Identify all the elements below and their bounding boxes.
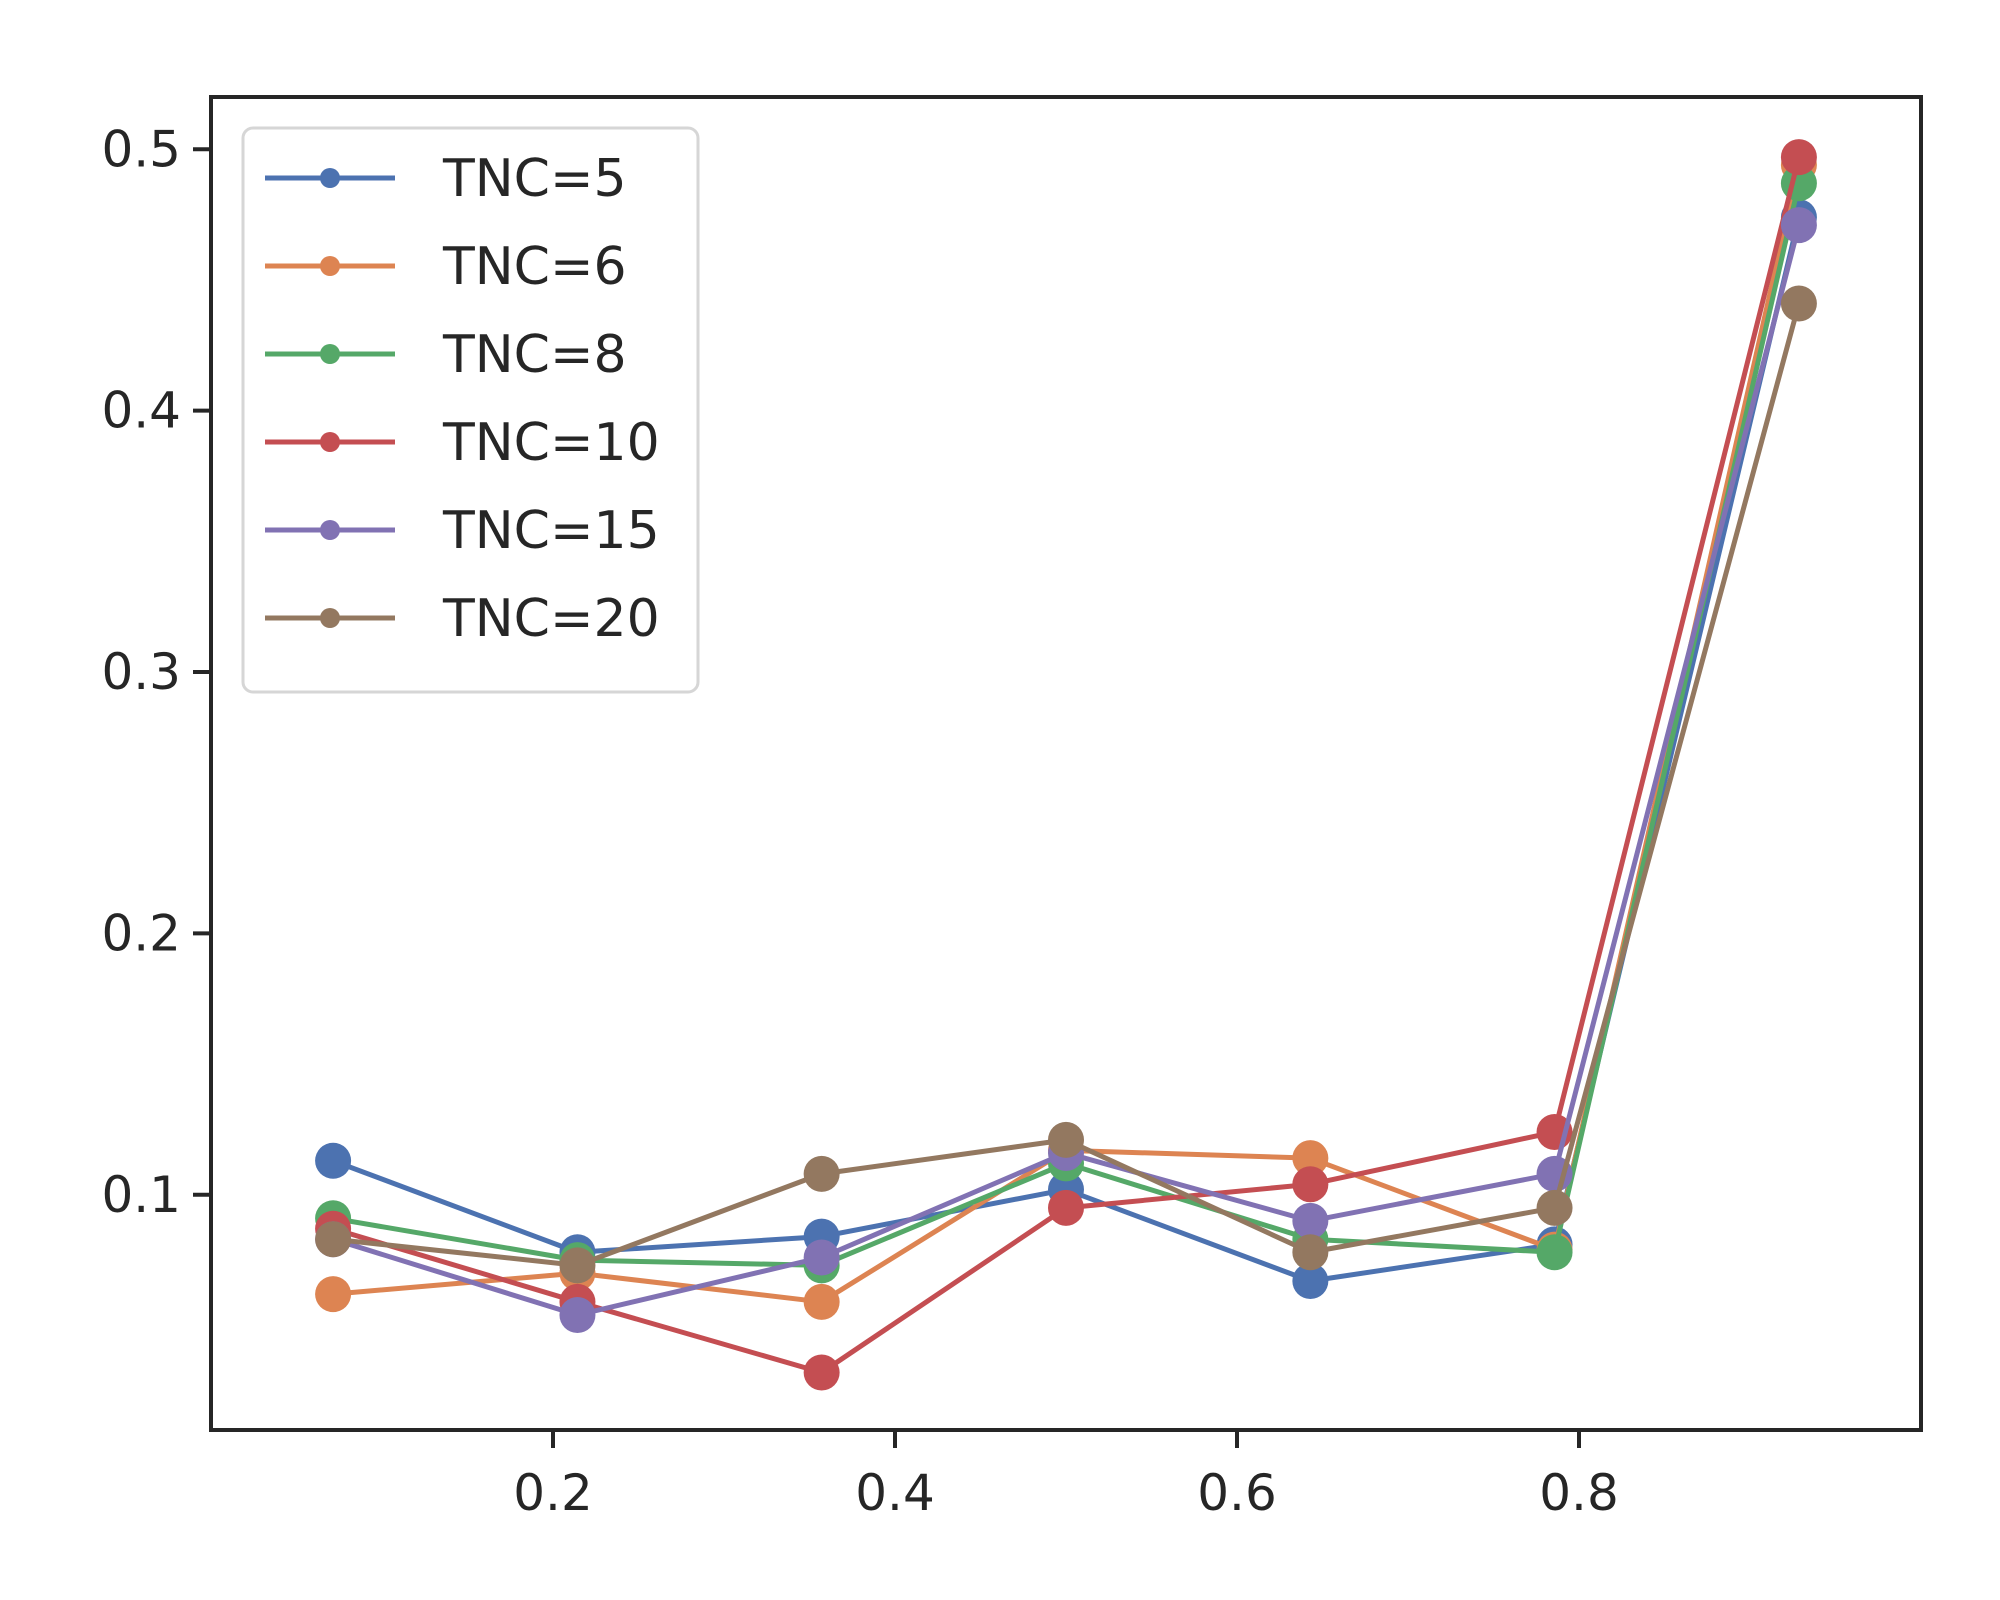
y-tick-label: 0.5 <box>101 120 181 178</box>
legend-label: TNC=10 <box>442 413 660 473</box>
axes-layer: 0.2 0.4 0.6 0.8 0.1 0.2 0.3 0.4 0.5 <box>101 120 1618 1522</box>
y-tick-label: 0.3 <box>101 643 181 701</box>
legend-label: TNC=5 <box>442 149 627 209</box>
data-point <box>315 1276 352 1313</box>
legend-label: TNC=6 <box>442 237 627 297</box>
x-tick-label: 0.4 <box>855 1464 935 1522</box>
legend-swatch-marker <box>320 608 340 628</box>
data-point <box>1536 1189 1573 1226</box>
data-point <box>1048 1121 1084 1158</box>
data-point <box>1780 207 1817 244</box>
legend-swatch-marker <box>320 520 340 540</box>
y-tick-label: 0.1 <box>101 1166 181 1224</box>
legend-item: TNC=10 <box>265 413 660 473</box>
data-point <box>559 1296 596 1333</box>
data-point <box>559 1247 596 1284</box>
legend-label: TNC=15 <box>442 501 660 561</box>
legend-item: TNC=15 <box>265 501 660 561</box>
data-point <box>315 1142 352 1179</box>
legend-swatch-marker <box>320 168 340 188</box>
series-layer <box>315 139 1817 1391</box>
data-point <box>1292 1166 1329 1203</box>
legend-label: TNC=20 <box>442 589 660 649</box>
y-tick-label: 0.2 <box>101 904 181 962</box>
legend-item: TNC=5 <box>265 149 627 209</box>
legend-swatch-marker <box>320 432 340 452</box>
legend-swatch-marker <box>320 344 340 364</box>
data-point <box>1780 139 1817 176</box>
x-tick-label: 0.6 <box>1197 1464 1277 1522</box>
data-point <box>803 1155 840 1192</box>
legend: TNC=5 TNC=6 TNC=8 TNC=10 TNC=15 TNC=20 <box>241 126 700 694</box>
legend-item: TNC=8 <box>265 325 627 385</box>
y-tick-label: 0.4 <box>101 382 181 440</box>
data-point <box>803 1283 840 1320</box>
data-point <box>315 1221 352 1258</box>
data-point <box>1780 285 1817 322</box>
data-point <box>1292 1140 1329 1177</box>
data-point <box>1536 1234 1573 1271</box>
data-point <box>803 1239 840 1276</box>
data-point <box>1048 1189 1084 1226</box>
legend-frame <box>241 126 700 694</box>
x-tick-label: 0.8 <box>1539 1464 1619 1522</box>
data-point <box>803 1354 840 1391</box>
series-tnc-20 <box>315 285 1817 1284</box>
data-point <box>1292 1263 1329 1300</box>
legend-label: TNC=8 <box>442 325 627 385</box>
data-point <box>1292 1202 1329 1239</box>
data-point <box>1292 1234 1329 1271</box>
plot-frame <box>209 95 1923 1432</box>
legend-item: TNC=6 <box>265 237 627 297</box>
x-tick-label: 0.2 <box>513 1464 593 1522</box>
legend-item: TNC=20 <box>265 589 660 649</box>
legend-swatch-marker <box>320 256 340 276</box>
